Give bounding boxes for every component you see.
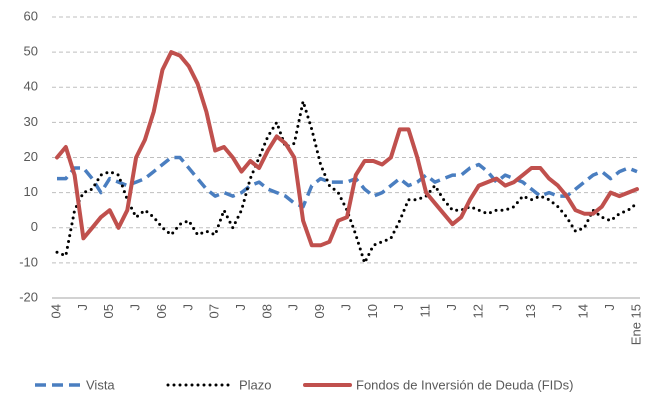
y-tick-label: 20 — [24, 149, 38, 164]
x-tick-label: 10 — [365, 304, 380, 318]
x-tick-label: 04 — [48, 304, 63, 318]
x-tick-label: 07 — [207, 304, 222, 318]
x-tick-label: J — [391, 304, 406, 311]
legend-label: Vista — [86, 377, 115, 392]
y-tick-label: 30 — [24, 114, 38, 129]
x-tick-label: 08 — [259, 304, 274, 318]
y-tick-label: -20 — [19, 289, 38, 304]
y-tick-label: 0 — [31, 219, 38, 234]
x-tick-label: Ene 15 — [628, 304, 643, 345]
x-tick-label: 14 — [576, 304, 591, 318]
legend-label: Fondos de Inversión de Deuda (FIDs) — [356, 377, 574, 392]
x-tick-label: J — [338, 304, 353, 311]
x-tick-label: 11 — [418, 304, 433, 318]
y-tick-label: 50 — [24, 44, 38, 59]
x-tick-label: J — [549, 304, 564, 311]
x-tick-label: J — [497, 304, 512, 311]
x-tick-label: J — [180, 304, 195, 311]
y-tick-label: 60 — [24, 8, 38, 23]
legend-label: Plazo — [239, 377, 272, 392]
y-tick-label: 10 — [24, 184, 38, 199]
x-tick-label: 06 — [154, 304, 169, 318]
y-tick-label: -10 — [19, 254, 38, 269]
x-tick-label: J — [286, 304, 301, 311]
x-tick-label: J — [444, 304, 459, 311]
x-tick-label: 12 — [470, 304, 485, 318]
series-line — [55, 50, 639, 248]
x-tick-label: J — [233, 304, 248, 311]
x-tick-label: J — [75, 304, 90, 311]
x-tick-label: 13 — [523, 304, 538, 318]
series-line — [57, 155, 638, 209]
y-tick-label: 40 — [24, 79, 38, 94]
x-tick-label: 05 — [101, 304, 116, 318]
x-tick-label: 09 — [312, 304, 327, 318]
series-line — [55, 99, 639, 265]
x-tick-label: J — [128, 304, 143, 311]
x-tick-label: J — [602, 304, 617, 311]
